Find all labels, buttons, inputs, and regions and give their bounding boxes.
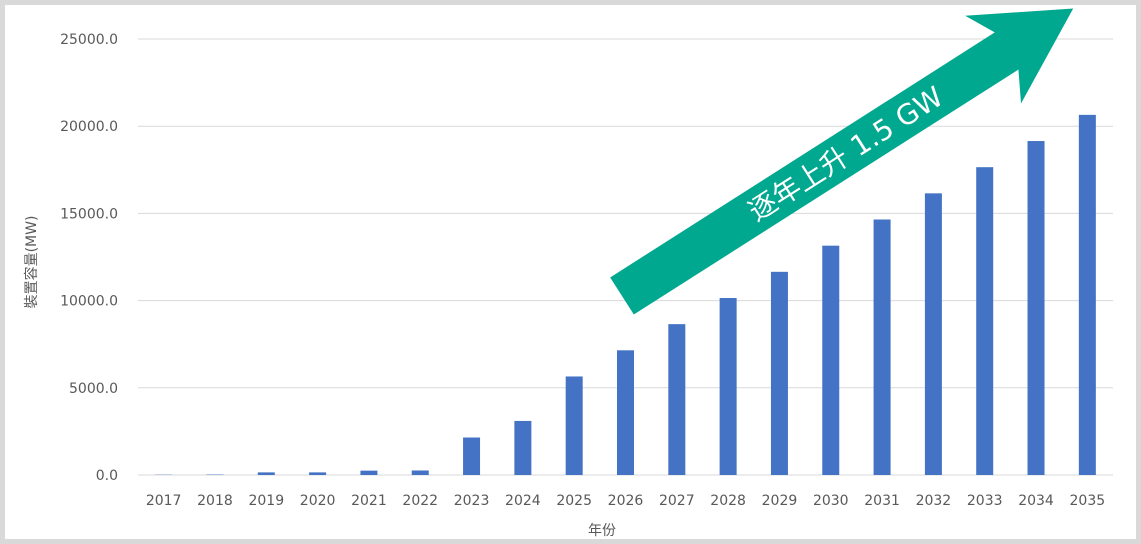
bar [719,297,737,475]
x-tick-label: 2028 [710,493,746,509]
x-tick-label: 2019 [248,493,284,509]
bar [360,470,378,475]
bar [770,271,788,475]
bar [565,376,583,475]
bar [873,219,891,475]
bars [155,114,1096,476]
bar [514,420,532,475]
x-tick-label: 2029 [762,493,798,509]
trend-arrow-shape [610,8,1074,315]
bar [1078,114,1096,475]
x-tick-label: 2035 [1070,493,1106,509]
x-tick-label: 2018 [197,493,233,509]
x-axis-ticks: 2017 2018 2019 2020 2021 2022 2023 2024 2025 2026… [146,493,1105,509]
y-axis-ticks: 0.0 5000.0 10000.0 15000.0 20000.0 25000.0 [60,32,118,484]
bar [463,437,481,475]
x-tick-label: 2025 [556,493,592,509]
bar [309,472,327,475]
gridlines [138,38,1113,476]
x-tick-label: 2033 [967,493,1003,509]
x-tick-label: 2022 [402,493,438,509]
y-tick-label: 15000.0 [60,206,118,222]
y-tick-label: 20000.0 [60,119,118,135]
y-axis-title: 裝置容量(MW) [23,216,40,309]
x-tick-label: 2020 [300,493,336,509]
bar [257,472,275,475]
y-tick-label: 0.0 [96,468,118,484]
bar [1027,141,1045,476]
x-axis-title: 年份 [588,523,616,539]
bar [617,350,634,475]
x-tick-label: 2017 [146,493,182,509]
y-tick-label: 25000.0 [60,32,118,48]
x-tick-label: 2027 [659,493,695,509]
bar [924,193,942,475]
x-tick-label: 2034 [1018,493,1054,509]
bar [411,470,429,475]
x-tick-label: 2024 [505,493,541,509]
x-tick-label: 2021 [351,493,387,509]
y-tick-label: 5000.0 [69,381,118,397]
y-tick-label: 10000.0 [60,294,118,310]
x-tick-label: 2026 [608,493,644,509]
bar [668,324,686,475]
x-tick-label: 2031 [864,493,900,509]
x-tick-label: 2032 [916,493,952,509]
trend-annotation-label: 逐年上升 1.5 GW [743,80,949,228]
bar [822,245,840,475]
trend-arrow: 逐年上升 1.5 GW [610,8,1074,315]
x-tick-label: 2023 [454,493,490,509]
bar [976,167,994,475]
x-tick-label: 2030 [813,493,849,509]
